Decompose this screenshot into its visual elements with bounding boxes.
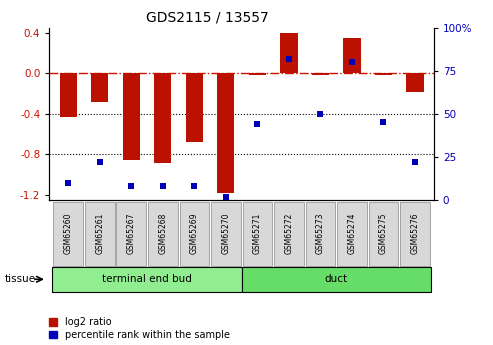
Text: GSM65273: GSM65273 (316, 213, 325, 255)
Bar (186, 73, 203, 142)
Bar (343, 38, 360, 73)
Bar (280, 33, 297, 73)
Text: GSM65268: GSM65268 (158, 213, 167, 254)
Legend: log2 ratio, percentile rank within the sample: log2 ratio, percentile rank within the s… (49, 317, 230, 340)
Bar (154, 73, 172, 162)
Text: duct: duct (324, 274, 348, 284)
Bar (375, 73, 392, 75)
Text: GSM65270: GSM65270 (221, 213, 230, 255)
Bar (248, 73, 266, 75)
Text: GSM65272: GSM65272 (284, 213, 293, 254)
Text: GSM65274: GSM65274 (348, 213, 356, 255)
Text: GSM65271: GSM65271 (253, 213, 262, 254)
Text: GSM65275: GSM65275 (379, 213, 388, 255)
Text: GSM65276: GSM65276 (411, 213, 420, 255)
Bar (123, 73, 140, 159)
Bar (60, 73, 77, 117)
Bar (312, 73, 329, 75)
Bar (406, 73, 423, 91)
Bar (217, 73, 235, 193)
Text: terminal end bud: terminal end bud (102, 274, 192, 284)
Text: GSM65267: GSM65267 (127, 213, 136, 255)
Text: GSM65260: GSM65260 (64, 213, 72, 255)
Text: GDS2115 / 13557: GDS2115 / 13557 (146, 10, 268, 24)
Bar (91, 73, 108, 102)
Text: tissue: tissue (5, 274, 36, 284)
Text: GSM65269: GSM65269 (190, 213, 199, 255)
Text: GSM65261: GSM65261 (95, 213, 104, 254)
